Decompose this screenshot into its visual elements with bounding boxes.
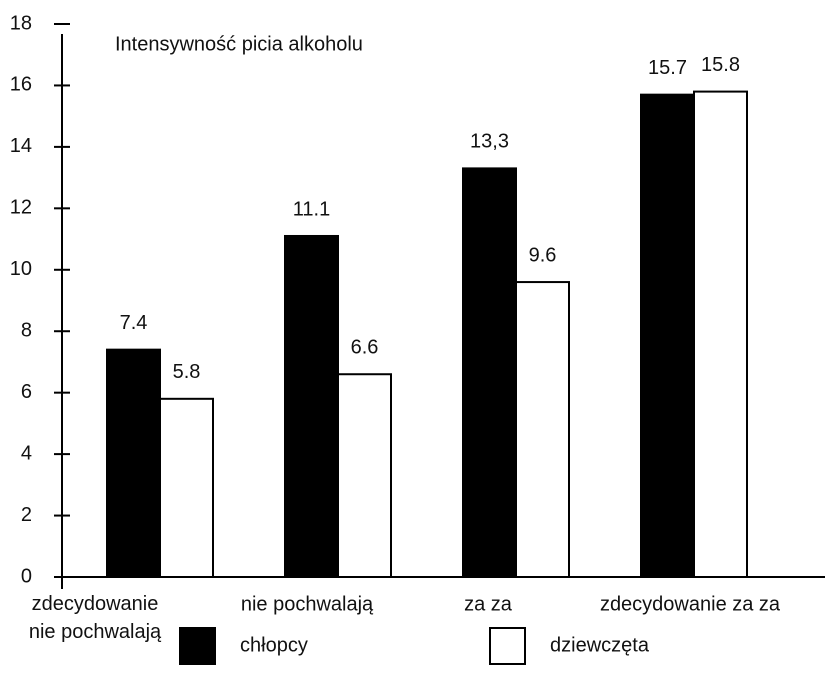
value-label: 6.6 <box>351 337 379 359</box>
y-tick-label: 6 <box>21 381 32 403</box>
x-tick-label: nie pochwalają <box>241 593 374 615</box>
bar <box>693 90 748 578</box>
y-tick-label: 4 <box>21 442 32 464</box>
bar <box>515 281 570 578</box>
chart-title: Intensywność picia alkoholu <box>115 33 363 55</box>
value-label: 9.6 <box>529 244 557 266</box>
y-tick-label: 8 <box>21 320 32 342</box>
y-tick-label: 18 <box>10 12 32 34</box>
y-tick-label: 10 <box>10 258 32 280</box>
x-tick-label: zdecydowanie za za <box>600 593 781 615</box>
value-label: 11.1 <box>293 198 330 220</box>
y-tick-label: 0 <box>21 565 32 587</box>
x-tick-label: za za <box>464 593 513 615</box>
y-tick-label: 14 <box>10 135 32 157</box>
value-label: 15.8 <box>701 54 740 76</box>
legend-swatch <box>179 627 216 665</box>
legend-label: dziewczęta <box>550 634 650 656</box>
bar <box>640 93 695 579</box>
bar <box>337 373 392 578</box>
bar <box>462 167 517 578</box>
bar <box>159 397 214 578</box>
bar <box>106 348 161 578</box>
value-label: 15.7 <box>648 57 687 79</box>
value-label: 5.8 <box>173 361 201 383</box>
value-label: 13,3 <box>470 131 509 153</box>
y-tick-label: 2 <box>21 504 32 526</box>
legend-swatch <box>489 627 526 665</box>
bar <box>284 234 339 578</box>
legend-label: chłopcy <box>240 634 308 656</box>
x-tick-label: zdecydowanie nie pochwalają <box>29 593 162 643</box>
value-label: 7.4 <box>120 312 148 334</box>
y-tick-label: 12 <box>10 197 32 219</box>
y-tick-label: 16 <box>10 74 32 96</box>
